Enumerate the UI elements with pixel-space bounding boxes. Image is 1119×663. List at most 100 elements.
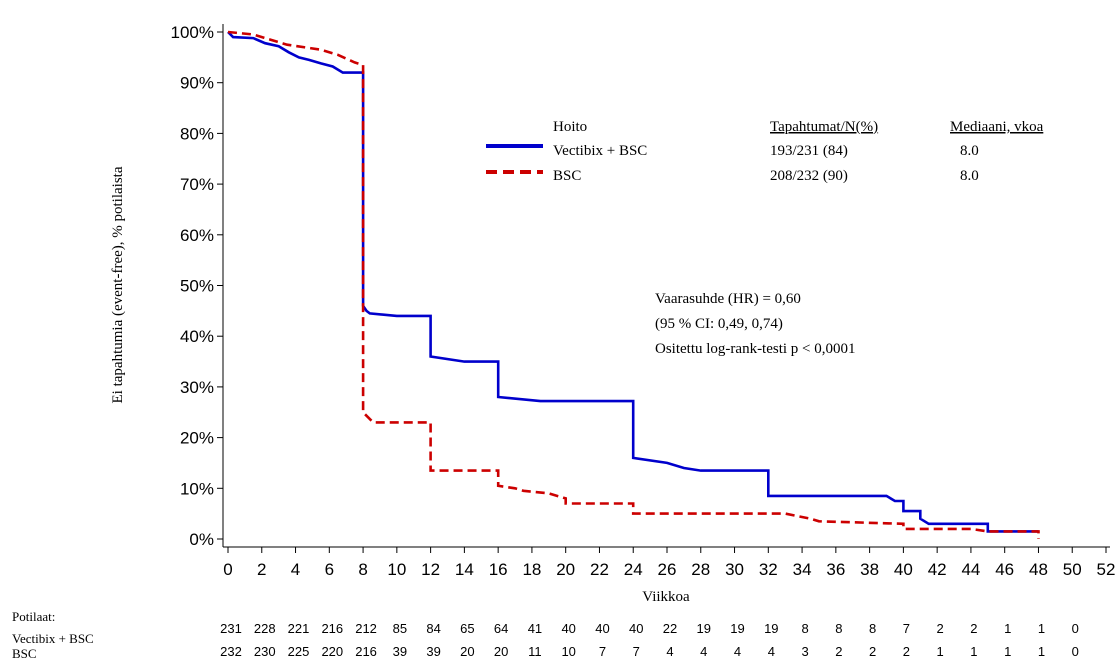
- risk-table-cell: 85: [393, 621, 407, 636]
- risk-table-row-label: Vectibix + BSC: [12, 631, 94, 646]
- risk-table-cell: 4: [768, 644, 775, 659]
- risk-table-cell: 64: [494, 621, 508, 636]
- risk-table-cell: 1: [970, 644, 977, 659]
- x-tick-label: 2: [257, 560, 266, 579]
- risk-table-cell: 232: [220, 644, 242, 659]
- y-tick-label: 80%: [180, 124, 214, 143]
- x-tick-label: 30: [725, 560, 744, 579]
- risk-table-cell: 1: [1038, 644, 1045, 659]
- y-tick-label: 70%: [180, 175, 214, 194]
- risk-table-cell: 1: [1038, 621, 1045, 636]
- x-tick-label: 36: [826, 560, 845, 579]
- risk-table-cell: 2: [937, 621, 944, 636]
- legend-series-median: 8.0: [960, 143, 979, 159]
- risk-table-cell: 40: [595, 621, 609, 636]
- risk-table-cell: 0: [1072, 644, 1079, 659]
- risk-table-cell: 231: [220, 621, 242, 636]
- legend-series-median: 8.0: [960, 168, 979, 184]
- risk-table-cell: 84: [426, 621, 440, 636]
- annotation-line: Ositettu log-rank-testi p < 0,0001: [655, 341, 856, 357]
- x-tick-label: 8: [358, 560, 367, 579]
- risk-table-cell: 230: [254, 644, 276, 659]
- risk-table-cell: 39: [426, 644, 440, 659]
- legend-series-events: 208/232 (90): [770, 168, 848, 184]
- annotation-line: (95 % CI: 0,49, 0,74): [655, 316, 783, 332]
- x-tick-label: 32: [759, 560, 778, 579]
- risk-table-cell: 4: [734, 644, 741, 659]
- risk-table-cell: 19: [697, 621, 711, 636]
- risk-table-cell: 216: [321, 621, 343, 636]
- risk-table-cell: 20: [460, 644, 474, 659]
- risk-table-cell: 212: [355, 621, 377, 636]
- risk-table-cell: 11: [528, 644, 542, 659]
- axes: 0%10%20%30%40%50%60%70%80%90%100%0 2 4 6 8 10…: [171, 23, 1116, 579]
- risk-table-cell: 8: [869, 621, 876, 636]
- x-tick-label: 14: [455, 560, 474, 579]
- y-tick-label: 60%: [180, 226, 214, 245]
- risk-table-cell: 40: [561, 621, 575, 636]
- x-tick-label: 42: [928, 560, 947, 579]
- legend: Hoito Tapahtumat/N(%) Mediaani, vkoa Vec…: [486, 119, 1044, 184]
- legend-series-name: Vectibix + BSC: [553, 143, 647, 159]
- x-tick-label: 38: [860, 560, 879, 579]
- y-tick-label: 0%: [189, 530, 214, 549]
- x-tick-label: 18: [522, 560, 541, 579]
- risk-table-cell: 2: [835, 644, 842, 659]
- series-line: [227, 31, 1039, 533]
- risk-table-cell: 4: [700, 644, 707, 659]
- risk-table-cell: 7: [633, 644, 640, 659]
- y-axis-label: Ei tapahtumia (event-free), % potilaista: [110, 166, 126, 403]
- y-tick-label: 10%: [180, 479, 214, 498]
- risk-table-cell: 20: [494, 644, 508, 659]
- risk-table-cell: 220: [321, 644, 343, 659]
- risk-table-cell: 1: [1004, 621, 1011, 636]
- risk-table-cell: 1: [937, 644, 944, 659]
- y-tick-label: 30%: [180, 378, 214, 397]
- risk-table-cell: 65: [460, 621, 474, 636]
- risk-table-cell: 19: [730, 621, 744, 636]
- x-tick-label: 48: [1029, 560, 1048, 579]
- risk-table-cell: 216: [355, 644, 377, 659]
- risk-table-row-label: BSC: [12, 646, 37, 661]
- risk-table-cell: 3: [801, 644, 808, 659]
- risk-table-cell: 39: [393, 644, 407, 659]
- annotation-line: Vaarasuhde (HR) = 0,60: [655, 291, 801, 307]
- x-tick-label: 26: [658, 560, 677, 579]
- x-tick-label: 40: [894, 560, 913, 579]
- risk-table-cell: 221: [288, 621, 310, 636]
- risk-table-cell: 8: [801, 621, 808, 636]
- legend-header-events: Tapahtumat/N(%): [770, 119, 878, 135]
- risk-table-cell: 22: [663, 621, 677, 636]
- x-tick-label: 0: [223, 560, 232, 579]
- x-tick-label: 44: [961, 560, 980, 579]
- x-tick-label: 46: [995, 560, 1014, 579]
- x-tick-label: 16: [489, 560, 508, 579]
- x-tick-label: 34: [793, 560, 812, 579]
- risk-table-cell: 1: [1004, 644, 1011, 659]
- legend-header-group: Hoito: [553, 119, 587, 135]
- legend-series-name: BSC: [553, 168, 581, 184]
- risk-table-cell: 2: [970, 621, 977, 636]
- x-tick-label: 52: [1097, 560, 1116, 579]
- risk-table-cell: 41: [528, 621, 542, 636]
- y-tick-label: 50%: [180, 277, 214, 296]
- risk-table-cell: 2: [903, 644, 910, 659]
- y-tick-label: 20%: [180, 429, 214, 448]
- y-tick-label: 100%: [171, 23, 214, 42]
- legend-series-events: 193/231 (84): [770, 143, 848, 159]
- risk-table: 231 228 221 216 212 85 84 65 64 41 40 40 40 22 19 19 19 8…: [220, 621, 1079, 659]
- x-tick-label: 22: [590, 560, 609, 579]
- x-tick-label: 12: [421, 560, 440, 579]
- x-tick-label: 50: [1063, 560, 1082, 579]
- risk-table-cell: 10: [561, 644, 575, 659]
- risk-table-cell: 8: [835, 621, 842, 636]
- legend-header-median: Mediaani, vkoa: [950, 119, 1044, 135]
- risk-table-cell: 0: [1072, 621, 1079, 636]
- x-tick-label: 4: [291, 560, 300, 579]
- risk-table-cell: 228: [254, 621, 276, 636]
- risk-table-cell: 225: [288, 644, 310, 659]
- survival-curves: [227, 30, 1040, 539]
- risk-table-cell: 4: [666, 644, 673, 659]
- x-tick-label: 6: [325, 560, 334, 579]
